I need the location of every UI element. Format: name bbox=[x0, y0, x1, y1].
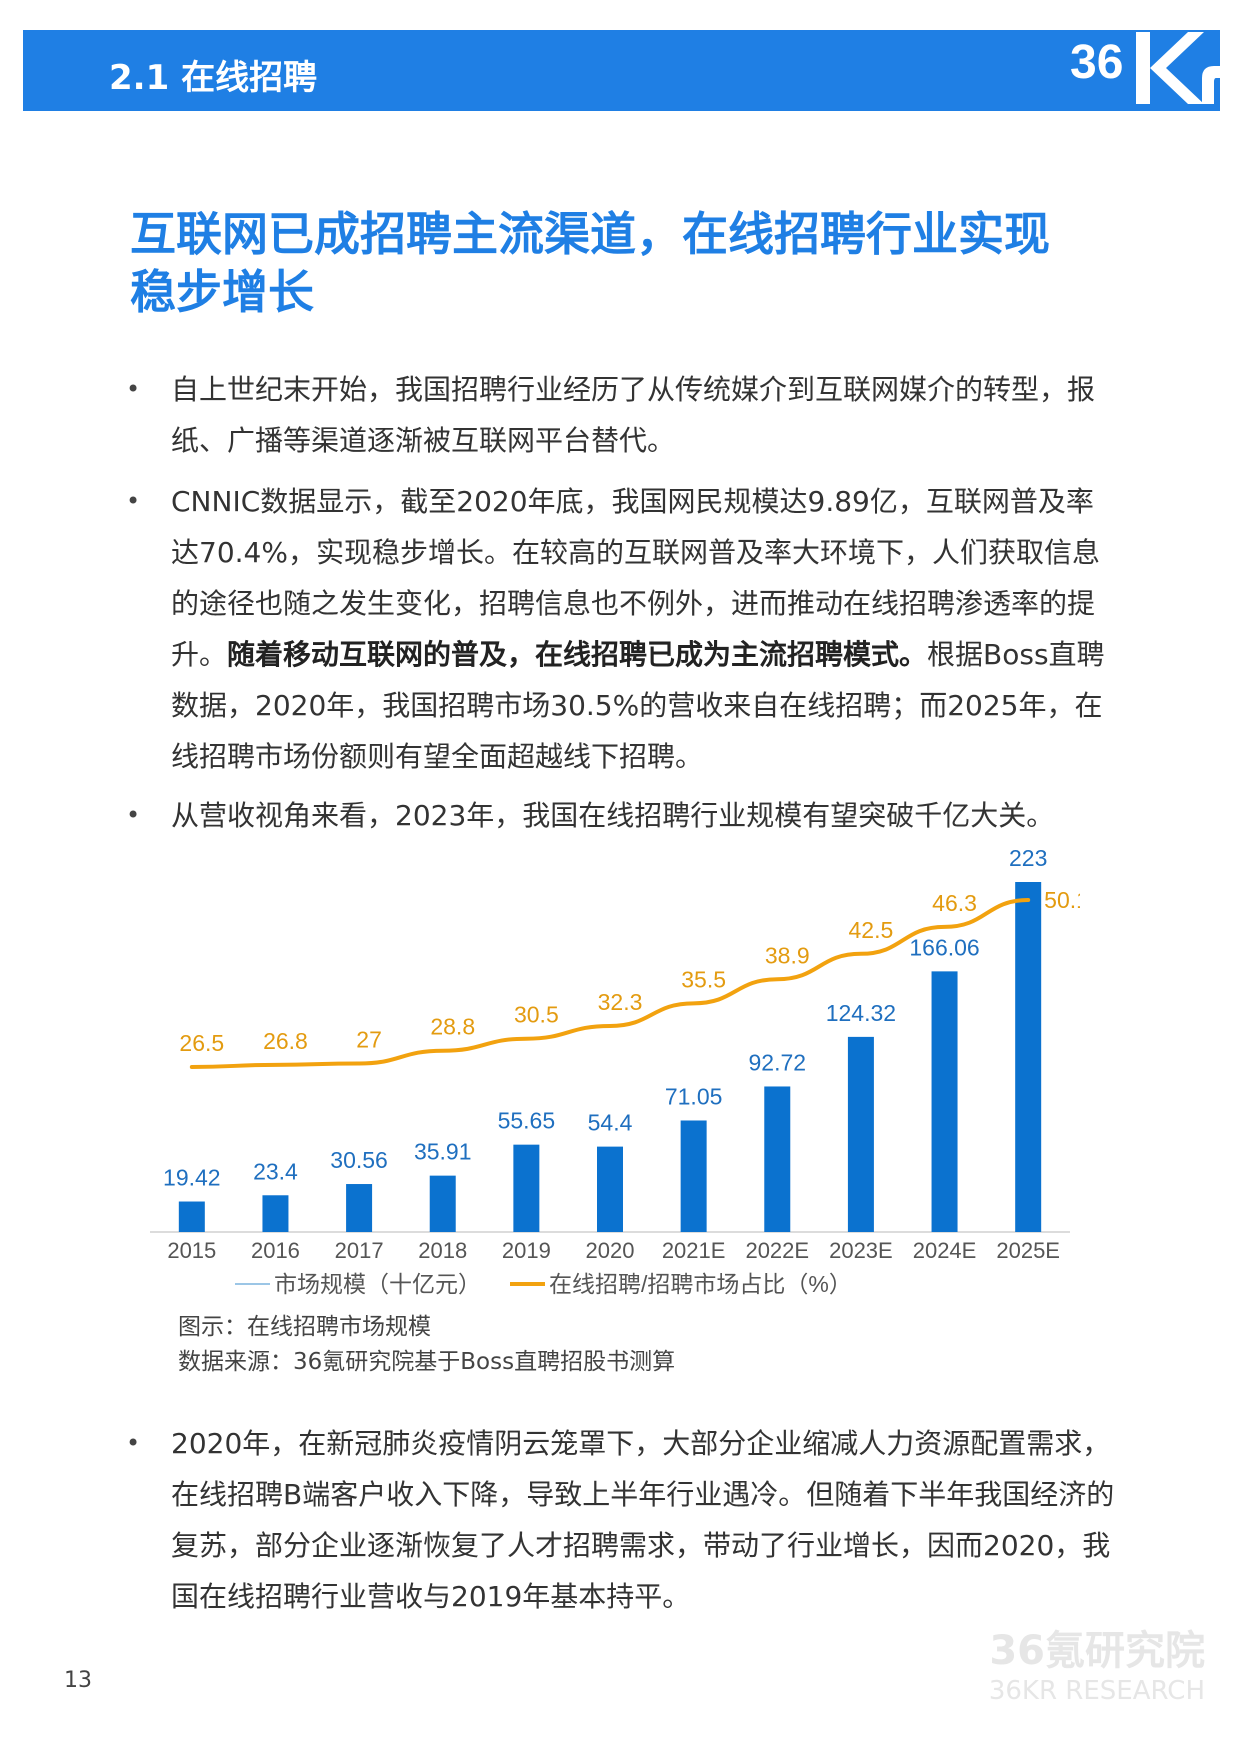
bullet-marker: • bbox=[126, 487, 141, 515]
bullet-bold-text: 随着移动互联网的普及，在线招聘已成为主流招聘模式。 bbox=[227, 638, 928, 671]
x-tick-2015: 2015 bbox=[167, 1238, 216, 1263]
x-tick-2022E: 2022E bbox=[745, 1238, 809, 1263]
line-label-2021E: 35.5 bbox=[681, 966, 726, 992]
bar-2021E bbox=[680, 1120, 707, 1232]
bullet-text: 自上世纪末开始，我国招聘行业经历了从传统媒介到互联网媒介的转型，报纸、广播等渠道… bbox=[171, 373, 1096, 457]
headline-line2: 稳步增长 bbox=[130, 265, 314, 319]
bar-2016 bbox=[262, 1195, 289, 1232]
bar-label-2015: 19.42 bbox=[163, 1165, 221, 1191]
line-label-2018: 28.8 bbox=[430, 1014, 475, 1040]
36kr-logo: 36 bbox=[1070, 32, 1224, 104]
page-number: 13 bbox=[64, 1668, 92, 1693]
legend-bar-label: 市场规模（十亿元） bbox=[274, 1271, 481, 1297]
section-title: 2.1 在线招聘 bbox=[109, 58, 318, 98]
bar-2018 bbox=[429, 1175, 456, 1232]
bullet-4: • 2020年，在新冠肺炎疫情阴云笼罩下，大部分企业缩减人力资源配置需求，在线招… bbox=[126, 1418, 1116, 1622]
bullet-text-part: CNNIC数据显示，截至2020年底，我国网民规模达9.89亿，互联网普及率达7… bbox=[171, 485, 1100, 671]
bullet-marker: • bbox=[126, 375, 141, 403]
headline: 互联网已成招聘主流渠道，在线招聘行业实现 稳步增长 bbox=[130, 205, 1130, 321]
x-tick-2018: 2018 bbox=[418, 1238, 467, 1263]
bar-label-2016: 23.4 bbox=[253, 1158, 298, 1184]
watermark-line1: 36氪研究院 bbox=[989, 1628, 1205, 1674]
figure-caption: 图示：在线招聘市场规模 bbox=[178, 1314, 431, 1340]
bullet-text: 从营收视角来看，2023年，我国在线招聘行业规模有望突破千亿大关。 bbox=[171, 799, 1055, 832]
x-tick-2023E: 2023E bbox=[829, 1238, 893, 1263]
x-tick-2025E: 2025E bbox=[996, 1238, 1060, 1263]
bullet-text-part: 根据Boss直聘数据，2020年，我国招聘市场30.5%的营收来自在线招聘；而2… bbox=[171, 638, 1105, 773]
bar-2022E bbox=[764, 1086, 791, 1232]
line-label-2022E: 38.9 bbox=[765, 942, 810, 968]
share-line bbox=[189, 898, 1031, 1069]
headline-line1: 互联网已成招聘主流渠道，在线招聘行业实现 bbox=[130, 207, 1050, 261]
legend-line-label: 在线招聘/招聘市场占比（%） bbox=[549, 1271, 852, 1297]
bar-label-2024E: 166.06 bbox=[909, 934, 979, 960]
line-label-2019: 30.5 bbox=[514, 1002, 559, 1028]
bar-2020 bbox=[597, 1146, 623, 1232]
bar-label-2022E: 92.72 bbox=[748, 1049, 806, 1075]
bar-label-2025E: 223 bbox=[1009, 845, 1047, 871]
header-bar bbox=[23, 30, 1220, 111]
line-label-2025E: 50.1 bbox=[1044, 887, 1080, 913]
bullet-text: CNNIC数据显示，截至2020年底，我国网民规模达9.89亿，互联网普及率达7… bbox=[171, 476, 1116, 782]
bar-label-2023E: 124.32 bbox=[826, 1000, 896, 1026]
line-label-2015: 26.5 bbox=[179, 1030, 224, 1056]
bullet-marker: • bbox=[126, 1429, 141, 1457]
source-caption: 数据来源：36氪研究院基于Boss直聘招股书测算 bbox=[178, 1349, 676, 1375]
x-tick-2020: 2020 bbox=[586, 1238, 635, 1263]
bullet-marker: • bbox=[126, 801, 141, 829]
bar-2015 bbox=[178, 1201, 205, 1232]
watermark-line2: 36KR RESEARCH bbox=[988, 1676, 1205, 1706]
market-size-chart: 19.42 2015 23.4 2016 30.56 2017 35.91 2018 55.65… bbox=[150, 845, 1080, 1297]
line-label-2024E: 46.3 bbox=[932, 890, 977, 916]
bar-2017 bbox=[346, 1184, 373, 1232]
bullet-text: 2020年，在新冠肺炎疫情阴云笼罩下，大部分企业缩减人力资源配置需求，在线招聘B… bbox=[171, 1427, 1115, 1613]
bar-label-2020: 54.4 bbox=[588, 1110, 633, 1136]
bar-label-2019: 55.65 bbox=[498, 1108, 556, 1134]
line-label-2020: 32.3 bbox=[598, 989, 643, 1015]
line-label-2017: 27 bbox=[356, 1026, 382, 1052]
bar-2023E bbox=[847, 1036, 874, 1232]
svg-text:36: 36 bbox=[1070, 36, 1123, 89]
bar-2024E bbox=[931, 971, 958, 1232]
watermark: 36氪研究院 36KR RESEARCH bbox=[975, 1618, 1205, 1706]
bar-label-2018: 35.91 bbox=[414, 1139, 472, 1165]
x-tick-2024E: 2024E bbox=[913, 1238, 977, 1263]
bar-label-2017: 30.56 bbox=[330, 1147, 388, 1173]
x-tick-2019: 2019 bbox=[502, 1238, 551, 1263]
line-label-2016: 26.8 bbox=[263, 1028, 308, 1054]
x-tick-2016: 2016 bbox=[251, 1238, 300, 1263]
bullet-2: • CNNIC数据显示，截至2020年底，我国网民规模达9.89亿，互联网普及率… bbox=[126, 476, 1116, 782]
bar-2025E bbox=[1015, 882, 1042, 1232]
bar-2019 bbox=[513, 1144, 540, 1232]
line-label-2023E: 42.5 bbox=[849, 917, 894, 943]
bullet-1: • 自上世纪末开始，我国招聘行业经历了从传统媒介到互联网媒介的转型，报纸、广播等… bbox=[126, 364, 1116, 466]
bar-label-2021E: 71.05 bbox=[665, 1083, 723, 1109]
bullet-3: • 从营收视角来看，2023年，我国在线招聘行业规模有望突破千亿大关。 bbox=[126, 790, 1116, 841]
x-tick-2021E: 2021E bbox=[662, 1238, 726, 1263]
x-tick-2017: 2017 bbox=[335, 1238, 384, 1263]
